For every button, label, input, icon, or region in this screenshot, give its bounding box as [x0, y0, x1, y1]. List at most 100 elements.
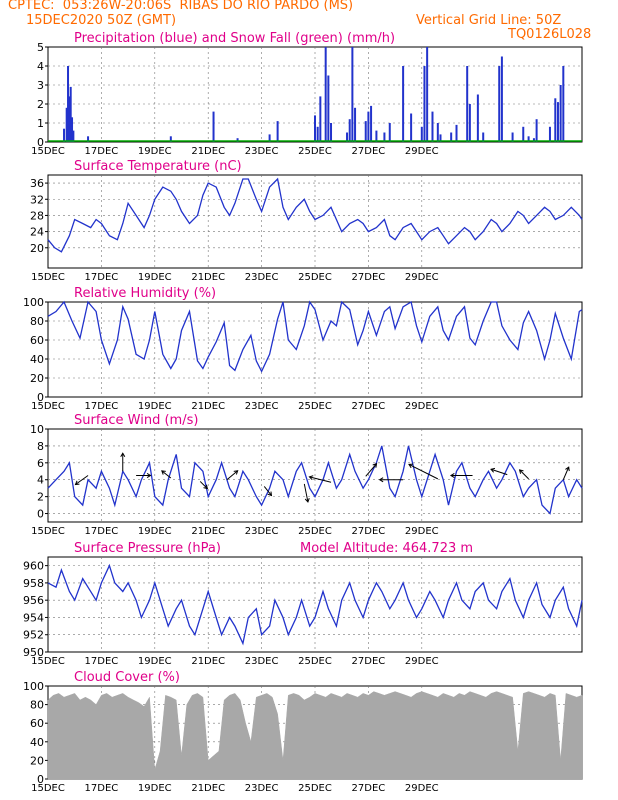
wind-vector-head	[490, 467, 496, 473]
wind-ytick-label: 4	[37, 474, 44, 487]
pres-title: Surface Pressure (hPa)	[74, 541, 221, 556]
cloud-ytick-label: 0	[37, 773, 44, 786]
rh-ytick-label: 60	[30, 334, 44, 347]
wind-xtick-label: 19DEC	[138, 526, 172, 537]
precip-ytick-label: 1	[37, 117, 44, 130]
pres-subtitle: Model Altitude: 464.723 m	[300, 541, 473, 556]
temp-xtick-label: 17DEC	[85, 272, 119, 283]
cloud-ytick-label: 100	[23, 680, 44, 693]
cloud-ytick-label: 20	[30, 754, 44, 767]
precip-bar	[319, 96, 322, 142]
precip-bar	[314, 115, 316, 142]
precip-bar	[383, 132, 386, 142]
cloud-ytick-label: 80	[30, 699, 44, 712]
wind-vector-head	[203, 484, 209, 490]
precip-bar	[527, 136, 530, 142]
precip-bar	[500, 56, 503, 142]
wind-ytick-label: 6	[37, 457, 44, 470]
precip-bar	[324, 47, 327, 142]
cloud-ytick-label: 60	[30, 717, 44, 730]
wind-vector	[490, 468, 508, 476]
wind-ytick-label: 8	[37, 440, 44, 453]
cloud-ytick-label: 40	[30, 736, 44, 749]
precip-ytick-label: 5	[37, 41, 44, 54]
precip-bar	[426, 47, 429, 142]
wind-xtick-label: 25DEC	[298, 526, 332, 537]
wind-vector	[199, 481, 208, 489]
precip-bar	[466, 66, 469, 142]
precip-bar	[556, 102, 559, 142]
precip-xtick-label: 21DEC	[191, 146, 225, 157]
wind-vector-head	[518, 469, 524, 474]
rh-xtick-label: 15DEC	[31, 401, 65, 412]
precip-bar	[68, 96, 71, 142]
cloud-title: Cloud Cover (%)	[74, 670, 180, 685]
precip-bar	[532, 138, 535, 142]
wind-vector	[365, 463, 377, 477]
precip-bar	[71, 117, 74, 142]
precip-bar	[367, 111, 370, 142]
precip-title: Precipitation (blue) and Snow Fall (gree…	[74, 31, 395, 46]
precip-bar	[439, 134, 442, 142]
precip-bar	[423, 66, 426, 142]
rh-xtick-label: 17DEC	[85, 401, 119, 412]
temp-ytick-label: 32	[30, 193, 44, 206]
rh-ytick-label: 20	[30, 372, 44, 385]
rh-ytick-label: 40	[30, 353, 44, 366]
precip-ytick-label: 3	[37, 79, 44, 92]
pres-ytick-label: 960	[23, 560, 44, 573]
precip-bar	[72, 130, 75, 142]
precip-bar	[410, 113, 413, 142]
rh-xtick-label: 29DEC	[405, 401, 439, 412]
precip-bar	[559, 85, 562, 142]
pres-ytick-label: 954	[23, 611, 44, 624]
precip-bar	[450, 132, 453, 142]
header-model-id: TQ0126L028	[508, 27, 592, 42]
precip-xtick-label: 25DEC	[298, 146, 332, 157]
wind-xtick-label: 15DEC	[31, 526, 65, 537]
precip-ytick-label: 2	[37, 98, 44, 111]
rh-xtick-label: 23DEC	[245, 401, 279, 412]
pres-ytick-label: 952	[23, 629, 44, 642]
cloud-xtick-label: 29DEC	[405, 783, 439, 794]
precip-bar	[316, 126, 319, 142]
wind-xtick-label: 29DEC	[405, 526, 439, 537]
precip-bar	[268, 134, 271, 142]
temp-ytick-label: 24	[30, 226, 44, 239]
precip-bar	[468, 104, 471, 142]
precip-bar	[375, 130, 378, 142]
rh-ytick-label: 80	[30, 315, 44, 328]
precip-xtick-label: 27DEC	[352, 146, 386, 157]
wind-vector	[309, 476, 332, 483]
cloud-area	[47, 691, 583, 780]
temp-xtick-label: 29DEC	[405, 272, 439, 283]
temp-line	[47, 177, 583, 253]
cloud-xtick-label: 21DEC	[191, 783, 225, 794]
precip-bar	[69, 86, 72, 142]
rh-xtick-label: 25DEC	[298, 401, 332, 412]
header-grid-line: Vertical Grid Line: 50Z	[416, 13, 562, 28]
pres-xtick-label: 19DEC	[138, 656, 172, 667]
precip-bar	[476, 94, 479, 142]
pres-xtick-label: 25DEC	[298, 656, 332, 667]
wind-vector	[519, 469, 529, 480]
pres-xtick-label: 15DEC	[31, 656, 65, 667]
precip-bar	[330, 123, 333, 142]
pres-ytick-label: 950	[23, 646, 44, 659]
precip-xtick-label: 23DEC	[245, 146, 279, 157]
wind-vector-head	[146, 473, 152, 478]
precip-bar	[276, 121, 279, 142]
temp-title: Surface Temperature (nC)	[74, 159, 242, 174]
precip-bar	[420, 126, 423, 142]
wind-ytick-label: 2	[37, 491, 44, 504]
wind-vector-head	[161, 470, 166, 475]
precip-bar	[67, 66, 70, 142]
precip-bar	[65, 107, 68, 142]
precip-bar	[354, 107, 357, 142]
precip-bar	[511, 132, 514, 142]
wind-vector-head	[267, 491, 273, 497]
pres-xtick-label: 29DEC	[405, 656, 439, 667]
header-run-date: 15DEC2020 50Z (GMT)	[26, 13, 177, 28]
precip-bar	[351, 47, 354, 142]
